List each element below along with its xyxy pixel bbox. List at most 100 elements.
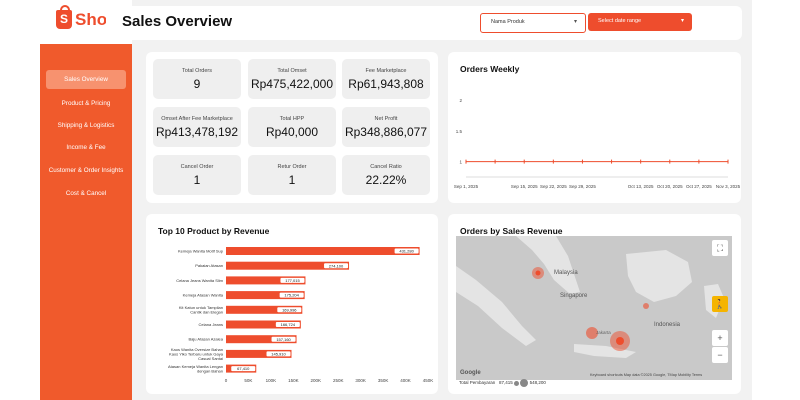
bar — [226, 291, 305, 300]
nav-item-customer-order-insights[interactable]: Customer & Order Insights — [48, 167, 124, 174]
map-legend: Total Pembayaran 87,415 548,200 — [459, 379, 546, 387]
map-bubble[interactable] — [586, 327, 598, 339]
sidebar: S Shopee Sales Overview Product & Pricin… — [40, 0, 136, 400]
data-label: 169,996 — [282, 307, 297, 312]
x-tick-label: 450K — [423, 378, 434, 383]
date-range-select[interactable]: Select date range ▾ — [588, 13, 692, 31]
kpi-value: Rp475,422,000 — [250, 77, 334, 91]
chart-title: Orders Weekly — [460, 64, 520, 74]
map-bubble-core — [535, 270, 541, 276]
category-label: Baju Atasan Azalea — [189, 337, 224, 342]
x-tick-label: 50K — [244, 378, 252, 383]
x-tick-label: 250K — [333, 378, 344, 383]
orders-weekly-card: Orders Weekly 2 1.5 1 Sep 1, 2025 Sep 15, 20… — [448, 52, 741, 203]
kpi-cancel-ratio: Cancel Ratio 22.22% — [342, 155, 430, 195]
nav-item-income-fee[interactable]: Income & Fee — [66, 144, 106, 151]
category-label: Celana Jeans Wanita Slim — [176, 278, 223, 283]
page-title: Sales Overview — [122, 13, 233, 30]
top-products-chart: Kemeja Wanita Motif Sup 431,280 Pakaian At… — [168, 247, 434, 383]
data-label-bg — [231, 366, 256, 372]
bar — [226, 276, 306, 285]
map-label-indonesia: Indonesia — [654, 322, 681, 328]
data-label-bg — [271, 336, 296, 342]
legend-small-dot — [514, 380, 520, 386]
chart-title: Orders by Sales Revenue — [460, 226, 563, 236]
data-label-bg — [279, 292, 304, 298]
kpi-value: 1 — [288, 173, 296, 187]
x-tick-label: 400K — [400, 378, 411, 383]
google-logo: Google — [460, 370, 481, 376]
data-label: 145,910 — [271, 352, 286, 357]
data-label: 166,724 — [281, 322, 296, 327]
map-bubble[interactable] — [643, 303, 649, 309]
kpi-value: Rp61,943,808 — [348, 77, 424, 91]
chevron-down-icon: ▾ — [573, 19, 577, 25]
sidebar-nav: Sales Overview Product & Pricing Shippin… — [40, 44, 132, 400]
bar — [226, 305, 303, 314]
bar — [226, 247, 420, 255]
map-label-singapore: Singapore — [560, 293, 588, 299]
map-label-jakarta: Jakarta — [596, 330, 611, 335]
kpi-label: Retur Order — [277, 164, 307, 170]
category-label: Pakaian Atasan — [195, 263, 223, 268]
chevron-down-icon: ▾ — [680, 18, 684, 24]
kpi-net-profit: Net Profit Rp348,886,077 — [342, 107, 430, 147]
kpi-total-omset: Total Omset Rp475,422,000 — [248, 59, 336, 99]
y-tick-label: 1.5 — [456, 129, 463, 134]
x-tick-label: Sep 15, 2025 — [511, 184, 538, 189]
nav-item-sales-overview[interactable]: Sales Overview — [46, 70, 126, 89]
kpi-label: Fee Marketplace — [365, 68, 407, 74]
x-tick-label: 200K — [311, 378, 322, 383]
data-label: 177,015 — [285, 278, 300, 283]
x-tick-label: Nov 3, 2025 — [716, 184, 741, 189]
kpi-label: Net Profit — [374, 116, 398, 122]
nav-item-cost-cancel[interactable]: Cost & Cancel — [65, 190, 107, 197]
category-label: Kaos Wanita Oversize Bahan Kaos Yiko Terb… — [169, 347, 224, 361]
fullscreen-icon[interactable]: ⛶ — [712, 240, 728, 256]
x-tick-label: Sep 22, 2025 — [540, 184, 567, 189]
x-tick-label: 100K — [266, 378, 277, 383]
kpi-value: 1 — [193, 173, 201, 187]
peninsula-shape — [516, 236, 580, 294]
x-tick-label: Oct 13, 2025 — [628, 184, 654, 189]
legend-label: Total Pembayaran — [459, 380, 496, 386]
map-land: Malaysia Singapore Indonesia Jakarta Goo… — [456, 236, 724, 377]
data-label-bg — [275, 322, 300, 327]
kpi-panel: Total Orders 9 Total Omset Rp475,422,000… — [146, 52, 438, 203]
bar — [226, 335, 297, 344]
nav-item-shipping-logistics[interactable]: Shipping & Logistics — [57, 122, 115, 129]
data-label: 67,410 — [237, 366, 250, 371]
x-tick-label: 300K — [355, 378, 366, 383]
product-select[interactable]: Nama Produk ▾ — [480, 13, 586, 33]
kpi-retur-order: Retur Order 1 — [248, 155, 336, 195]
kpi-label: Cancel Ratio — [370, 164, 402, 170]
kpi-total-orders: Total Orders 9 — [153, 59, 241, 99]
category-label: Atasan Kemeja Wanita Lengan dengan Bahan — [168, 364, 223, 373]
orders-map-card: Orders by Sales Revenue Malaysia Singapo… — [448, 214, 741, 394]
kpi-cancel-order: Cancel Order 1 — [153, 155, 241, 195]
zoom-out-icon[interactable]: − — [712, 347, 728, 363]
bar — [226, 320, 301, 329]
x-tick-label: Sep 1, 2025 — [454, 184, 479, 189]
category-label: Kemeja Wanita Motif Sup — [178, 249, 224, 254]
kpi-label: Total Omset — [277, 68, 307, 74]
y-tick-label: 1 — [459, 160, 462, 165]
data-label-bg — [394, 248, 419, 254]
zoom-in-icon[interactable]: + — [712, 330, 728, 346]
data-label: 431,280 — [399, 249, 414, 254]
bar — [226, 261, 350, 270]
nav-item-product-pricing[interactable]: Product & Pricing — [61, 100, 111, 107]
kpi-fee-marketplace: Fee Marketplace Rp61,943,808 — [342, 59, 430, 99]
orders-map[interactable]: Malaysia Singapore Indonesia Jakarta Goo… — [456, 236, 732, 380]
data-label: 175,204 — [284, 293, 299, 298]
x-tick-label: Oct 27, 2025 — [686, 184, 712, 189]
map-label-malaysia: Malaysia — [554, 270, 578, 276]
header-card: Sales Overview Nama Produk ▾ Select date… — [106, 6, 742, 40]
x-tick-label: 350K — [378, 378, 389, 383]
top-products-card: Top 10 Product by Revenue Kemeja Wanita … — [146, 214, 438, 394]
kpi-value: Rp348,886,077 — [344, 125, 428, 139]
bar — [226, 349, 292, 358]
kpi-label: Total Orders — [182, 68, 212, 74]
borneo-shape — [626, 250, 692, 302]
pegman-icon[interactable]: 🚶 — [712, 296, 728, 312]
